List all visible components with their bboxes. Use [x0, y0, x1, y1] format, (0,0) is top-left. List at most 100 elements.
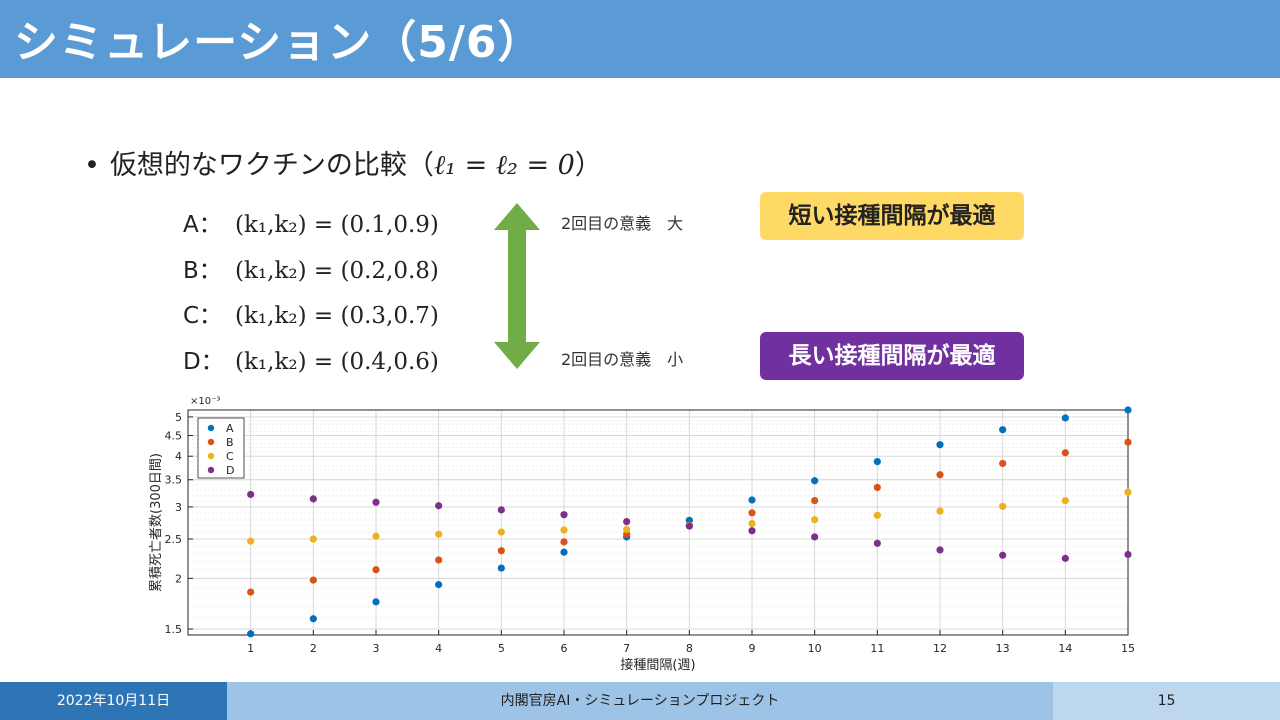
data-point-C	[497, 528, 505, 536]
legend-entry-C: C	[226, 450, 234, 463]
data-point-A	[685, 516, 693, 524]
data-point-C	[623, 525, 631, 534]
data-point-B	[372, 566, 380, 574]
vaccine-label: C：	[183, 303, 223, 329]
data-point-A	[435, 581, 443, 589]
vaccine-equation: (k₁,k₂) = (0.3,0.7)	[235, 303, 439, 329]
x-tick-label: 1	[247, 642, 254, 655]
data-point-B	[560, 538, 568, 546]
data-point-A	[309, 615, 317, 623]
x-tick-label: 2	[310, 642, 317, 655]
footer: 2022年10月11日 内閣官房AI・シミュレーションプロジェクト 15	[0, 682, 1280, 720]
legend-entry-A: A	[226, 422, 234, 435]
data-point-D	[811, 533, 819, 541]
data-point-C	[873, 511, 881, 519]
data-point-B	[873, 483, 881, 492]
data-point-D	[435, 502, 443, 510]
footer-page-number: 15	[1053, 682, 1280, 720]
data-point-C	[309, 535, 317, 543]
data-point-B	[309, 576, 317, 584]
data-point-B	[811, 496, 819, 505]
bullet-text: 仮想的なワクチンの比較（	[109, 150, 434, 181]
legend-marker-B	[207, 438, 215, 446]
data-point-D	[1124, 550, 1132, 559]
x-axis-label: 接種間隔(週)	[620, 657, 695, 673]
legend-entry-D: D	[226, 464, 234, 477]
x-tick-label: 14	[1058, 642, 1072, 655]
data-point-D	[497, 506, 505, 514]
data-point-D	[936, 546, 944, 554]
y-tick-label: 3.5	[165, 474, 183, 487]
data-point-C	[435, 530, 443, 538]
data-point-D	[309, 495, 317, 503]
data-point-B	[1061, 449, 1069, 457]
x-tick-label: 10	[808, 642, 822, 655]
data-point-B	[1124, 438, 1132, 446]
data-point-A	[873, 457, 881, 466]
note-second-dose-high: 2回目の意義 大	[561, 214, 684, 233]
badge-long-interval-optimal: 長い接種間隔が最適	[760, 332, 1024, 380]
y-tick-label: 1.5	[165, 623, 183, 636]
bullet-condition: ℓ₁ = ℓ₂ = 0	[433, 150, 575, 181]
x-tick-label: 6	[561, 642, 568, 655]
data-point-C	[1061, 496, 1069, 505]
x-tick-label: 15	[1121, 642, 1135, 655]
data-point-A	[372, 598, 380, 606]
legend-marker-A	[207, 424, 215, 432]
bullet-vaccine-comparison: • 仮想的なワクチンの比較（ℓ₁ = ℓ₂ = 0）	[84, 143, 602, 182]
x-tick-label: 13	[996, 642, 1010, 655]
data-point-C	[560, 526, 568, 534]
badge-short-interval-optimal: 短い接種間隔が最適	[760, 192, 1024, 240]
data-point-A	[247, 630, 255, 638]
y-tick-label: 5	[175, 411, 182, 424]
data-point-A	[748, 496, 756, 504]
data-point-A	[1061, 414, 1069, 422]
data-point-B	[497, 547, 505, 555]
y-tick-label: 3	[175, 501, 182, 514]
x-tick-label: 9	[749, 642, 756, 655]
x-tick-label: 5	[498, 642, 505, 655]
y-tick-label: 2	[175, 572, 182, 585]
data-point-A	[936, 441, 944, 449]
x-tick-label: 12	[933, 642, 947, 655]
data-point-C	[1124, 488, 1132, 496]
data-point-D	[873, 539, 881, 547]
legend-marker-C	[207, 452, 215, 460]
title-bar: シミュレーション（5/6）	[0, 0, 1280, 78]
bullet-dot: •	[84, 150, 100, 181]
y-tick-label: 4	[175, 450, 182, 463]
scatter-chart: 1.522.533.544.551 2 3 4 5 6 7 8 9 10 11 12 13 14 15×10…	[149, 396, 1135, 673]
vaccine-label: B：	[183, 258, 222, 284]
vaccine-label: D：	[183, 349, 224, 375]
data-point-D	[999, 551, 1007, 559]
data-point-A	[560, 548, 568, 556]
data-point-B	[748, 509, 756, 517]
data-point-D	[623, 517, 631, 526]
data-point-D	[560, 511, 568, 519]
vaccine-equation: (k₁,k₂) = (0.2,0.8)	[235, 258, 439, 284]
data-point-D	[247, 490, 255, 499]
plot-frame	[187, 409, 1129, 636]
double-arrow-icon	[494, 203, 540, 369]
data-point-B	[247, 588, 255, 596]
x-tick-label: 11	[870, 642, 884, 655]
data-point-D	[685, 522, 693, 530]
data-point-C	[247, 537, 255, 545]
legend-entry-B: B	[226, 436, 234, 449]
legend-box	[197, 417, 245, 479]
vaccine-equation: (k₁,k₂) = (0.1,0.9)	[235, 212, 439, 238]
vaccine-label: A：	[183, 212, 222, 238]
data-point-D	[748, 527, 756, 535]
data-point-A	[999, 426, 1007, 434]
footer-organization: 内閣官房AI・シミュレーションプロジェクト	[227, 682, 1053, 720]
x-tick-label: 3	[373, 642, 380, 655]
vaccine-row-a: A： (k₁,k₂) = (0.1,0.9)	[183, 205, 439, 239]
vaccine-row-c: C： (k₁,k₂) = (0.3,0.7)	[183, 296, 439, 330]
data-point-B	[999, 459, 1007, 468]
y-tick-label: 4.5	[165, 429, 183, 442]
bullet-close: ）	[574, 150, 602, 181]
page-title: シミュレーション（5/6）	[14, 17, 543, 68]
note-second-dose-low: 2回目の意義 小	[561, 350, 684, 369]
x-tick-label: 7	[623, 642, 630, 655]
data-point-B	[435, 556, 443, 564]
